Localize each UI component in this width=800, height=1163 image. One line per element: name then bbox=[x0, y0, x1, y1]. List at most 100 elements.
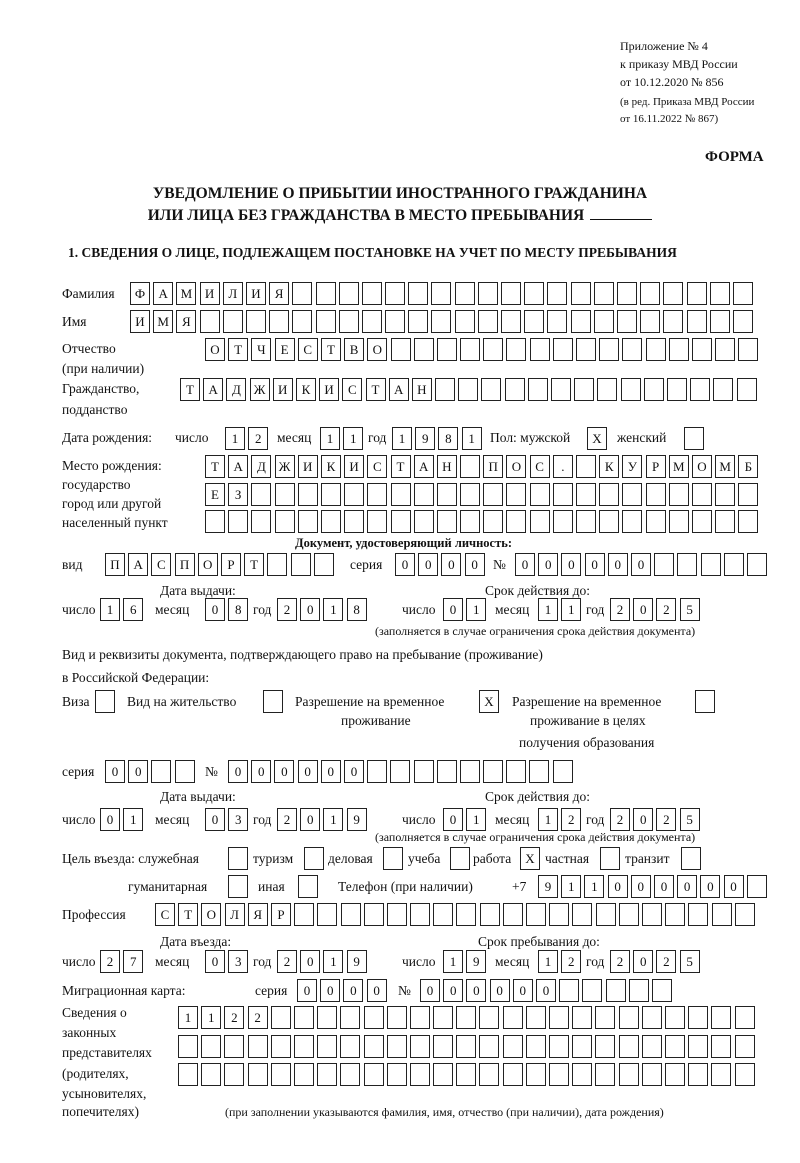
char-cell[interactable] bbox=[506, 483, 527, 506]
char-cell[interactable] bbox=[688, 903, 709, 926]
char-cell[interactable] bbox=[593, 282, 614, 305]
char-cell[interactable] bbox=[338, 282, 359, 305]
char-cell[interactable] bbox=[599, 338, 620, 361]
char-cell[interactable] bbox=[338, 310, 359, 333]
char-cell[interactable]: Р bbox=[645, 455, 666, 478]
char-cell[interactable]: П bbox=[483, 455, 504, 478]
char-cell[interactable]: И bbox=[297, 455, 318, 478]
char-cell[interactable] bbox=[224, 1063, 245, 1086]
char-cell[interactable] bbox=[525, 1035, 546, 1058]
char-cell[interactable] bbox=[526, 903, 546, 926]
char-cell[interactable] bbox=[618, 1006, 639, 1029]
char-cell[interactable] bbox=[666, 378, 687, 401]
char-cell[interactable]: 5 bbox=[679, 598, 700, 621]
char-cell[interactable] bbox=[506, 510, 527, 533]
char-cell[interactable]: 1 bbox=[443, 950, 463, 973]
char-cell[interactable] bbox=[549, 1063, 569, 1086]
char-cell[interactable] bbox=[734, 1035, 755, 1058]
char-cell[interactable] bbox=[552, 760, 573, 783]
purpose-humanitarian-checkbox[interactable] bbox=[228, 875, 251, 898]
char-cell[interactable] bbox=[297, 510, 318, 533]
char-cell[interactable]: 1 bbox=[538, 950, 558, 973]
char-cell[interactable]: 0 bbox=[607, 875, 628, 898]
char-cell[interactable]: 0 bbox=[700, 875, 721, 898]
char-cell[interactable]: С bbox=[367, 455, 388, 478]
char-cell[interactable] bbox=[502, 1063, 523, 1086]
char-cell[interactable]: 0 bbox=[205, 808, 225, 831]
char-cell[interactable] bbox=[199, 310, 220, 333]
char-cell[interactable]: 0 bbox=[251, 760, 272, 783]
char-cell[interactable] bbox=[481, 378, 502, 401]
char-cell[interactable] bbox=[178, 1035, 198, 1058]
char-cell[interactable] bbox=[572, 1006, 593, 1029]
char-cell[interactable] bbox=[622, 338, 643, 361]
char-cell[interactable]: 0 bbox=[343, 979, 364, 1002]
char-cell[interactable] bbox=[715, 338, 736, 361]
char-cell[interactable]: Т bbox=[205, 455, 225, 478]
reps-field[interactable] bbox=[178, 1035, 758, 1058]
char-cell[interactable] bbox=[390, 760, 411, 783]
char-cell[interactable]: 2 bbox=[561, 808, 582, 831]
char-cell[interactable]: 8 bbox=[438, 427, 459, 450]
char-cell[interactable]: 0 bbox=[300, 598, 321, 621]
char-cell[interactable] bbox=[691, 483, 712, 506]
checkbox-cell[interactable] bbox=[228, 847, 248, 870]
char-cell[interactable] bbox=[668, 483, 689, 506]
male-checkbox[interactable]: X bbox=[587, 427, 610, 450]
char-cell[interactable]: И bbox=[319, 378, 340, 401]
char-cell[interactable]: П bbox=[174, 553, 195, 576]
char-cell[interactable] bbox=[413, 483, 434, 506]
char-cell[interactable]: 0 bbox=[633, 950, 654, 973]
char-cell[interactable]: 1 bbox=[584, 875, 605, 898]
char-cell[interactable]: М bbox=[715, 455, 736, 478]
char-cell[interactable]: 1 bbox=[538, 598, 558, 621]
char-cell[interactable] bbox=[664, 1063, 685, 1086]
char-cell[interactable] bbox=[385, 282, 406, 305]
char-cell[interactable]: 0 bbox=[443, 808, 463, 831]
char-cell[interactable] bbox=[460, 455, 481, 478]
char-cell[interactable]: 0 bbox=[584, 553, 605, 576]
char-cell[interactable] bbox=[645, 338, 666, 361]
char-cell[interactable]: 0 bbox=[443, 979, 464, 1002]
char-cell[interactable] bbox=[576, 510, 596, 533]
char-cell[interactable]: О bbox=[506, 455, 527, 478]
char-cell[interactable]: 0 bbox=[630, 553, 651, 576]
char-cell[interactable] bbox=[367, 510, 388, 533]
char-cell[interactable] bbox=[297, 483, 318, 506]
char-cell[interactable]: 0 bbox=[512, 979, 533, 1002]
place-blank[interactable] bbox=[590, 207, 653, 220]
char-cell[interactable] bbox=[641, 1035, 662, 1058]
char-cell[interactable]: Ч bbox=[251, 338, 272, 361]
char-cell[interactable] bbox=[317, 1035, 338, 1058]
char-cell[interactable]: 3 bbox=[228, 808, 249, 831]
char-cell[interactable]: 0 bbox=[343, 760, 364, 783]
char-cell[interactable]: 2 bbox=[100, 950, 120, 973]
char-cell[interactable] bbox=[178, 1063, 198, 1086]
char-cell[interactable] bbox=[595, 903, 616, 926]
char-cell[interactable] bbox=[458, 378, 479, 401]
char-cell[interactable] bbox=[251, 510, 272, 533]
char-cell[interactable] bbox=[390, 338, 411, 361]
char-cell[interactable] bbox=[641, 903, 662, 926]
char-cell[interactable] bbox=[274, 483, 295, 506]
char-cell[interactable]: А bbox=[203, 378, 224, 401]
char-cell[interactable]: В bbox=[344, 338, 365, 361]
char-cell[interactable] bbox=[433, 1006, 454, 1029]
char-cell[interactable]: 0 bbox=[633, 808, 654, 831]
char-cell[interactable] bbox=[363, 1035, 384, 1058]
char-cell[interactable] bbox=[529, 510, 550, 533]
char-cell[interactable] bbox=[436, 760, 457, 783]
char-cell[interactable] bbox=[595, 1063, 616, 1086]
char-cell[interactable] bbox=[390, 510, 411, 533]
char-cell[interactable]: 1 bbox=[225, 427, 245, 450]
char-cell[interactable]: 1 bbox=[323, 950, 344, 973]
char-cell[interactable] bbox=[529, 760, 550, 783]
char-cell[interactable]: 0 bbox=[535, 979, 556, 1002]
char-cell[interactable]: 2 bbox=[277, 598, 297, 621]
